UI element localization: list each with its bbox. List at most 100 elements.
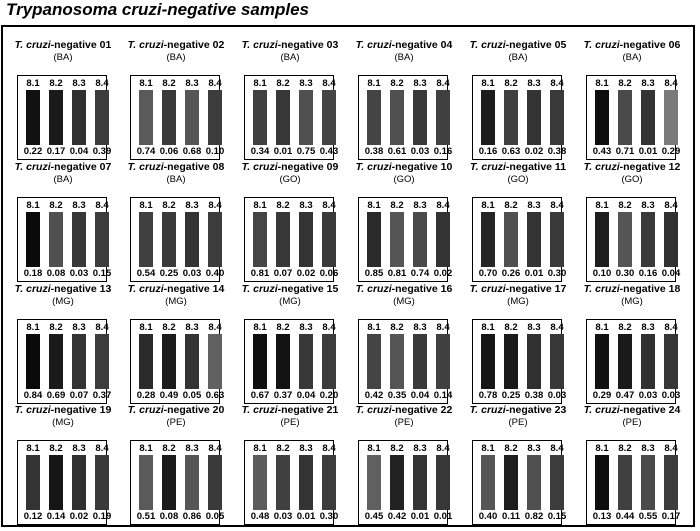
band-value: 0.49 (159, 390, 179, 401)
band-bar (618, 212, 632, 267)
band-bar (299, 334, 313, 389)
band-label: 8.4 (95, 322, 109, 333)
band-label: 8.2 (504, 322, 518, 333)
band-value: 0.02 (433, 268, 453, 279)
sample-name: T. cruzi-negative 21 (234, 404, 346, 416)
sample-region: (BA) (53, 52, 73, 63)
band-label: 8.4 (322, 200, 336, 211)
band-label: 8.3 (185, 322, 199, 333)
band-value: 0.20 (319, 390, 339, 401)
band-value: 0.42 (387, 511, 407, 522)
sample-panel: T. cruzi-negative 08 (BA) 8.1 0.54 8.2 0.25 8.… (120, 161, 232, 283)
band-bar (527, 90, 541, 145)
sample-name: T. cruzi-negative 01 (7, 39, 119, 51)
test-strip: 8.1 0.51 8.2 0.08 8.3 0.86 8.4 0.05 (130, 440, 224, 525)
band-bar (550, 90, 564, 145)
band-label: 8.1 (367, 78, 381, 89)
band-bar (72, 334, 86, 389)
band-bar (95, 334, 109, 389)
sample-region: (MG) (621, 296, 643, 307)
band-value: 0.38 (547, 146, 567, 157)
band-label: 8.4 (208, 322, 222, 333)
band-bar (390, 334, 404, 389)
band-label: 8.4 (664, 200, 678, 211)
sample-panel: T. cruzi-negative 16 (MG) 8.1 0.42 8.2 0.35 8.… (348, 283, 460, 405)
sample-name: T. cruzi-negative 12 (576, 161, 688, 173)
band-bar (504, 90, 518, 145)
band-bar (208, 334, 222, 389)
band-label: 8.2 (390, 78, 404, 89)
band-label: 8.3 (413, 78, 427, 89)
band-label: 8.1 (26, 200, 40, 211)
band-label: 8.4 (550, 200, 564, 211)
band-bar (481, 334, 495, 389)
band-value: 0.02 (296, 268, 316, 279)
band-value: 0.01 (273, 146, 293, 157)
band-value: 0.34 (250, 146, 270, 157)
band-label: 8.2 (390, 200, 404, 211)
sample-region: (GO) (393, 174, 415, 185)
band-bar (481, 455, 495, 510)
band-bar (595, 212, 609, 267)
band-value: 0.84 (23, 390, 43, 401)
band-label: 8.2 (49, 78, 63, 89)
sample-name-species: T. cruzi (469, 39, 506, 51)
test-strip: 8.1 0.40 8.2 0.11 8.3 0.82 8.4 0.15 (472, 440, 566, 525)
band-value: 0.81 (387, 268, 407, 279)
sample-panel: T. cruzi-negative 11 (GO) 8.1 0.70 8.2 0.26 8.… (462, 161, 574, 283)
band-bar (276, 334, 290, 389)
band-label: 8.2 (618, 200, 632, 211)
band-value: 0.82 (524, 511, 544, 522)
band-value: 0.08 (46, 268, 66, 279)
band-label: 8.4 (208, 200, 222, 211)
band-label: 8.2 (504, 200, 518, 211)
band-bar (208, 455, 222, 510)
band-value: 0.18 (23, 268, 43, 279)
band-bar (436, 90, 450, 145)
band-label: 8.3 (413, 443, 427, 454)
band-label: 8.2 (162, 200, 176, 211)
band-value: 0.42 (364, 390, 384, 401)
band-value: 0.12 (23, 511, 43, 522)
sample-name: T. cruzi-negative 17 (462, 283, 574, 295)
band-value: 0.15 (92, 268, 112, 279)
band-label: 8.1 (26, 78, 40, 89)
sample-region: (MG) (279, 296, 301, 307)
band-label: 8.3 (299, 78, 313, 89)
band-bar (185, 455, 199, 510)
sample-panel: T. cruzi-negative 03 (BA) 8.1 0.34 8.2 0.01 8.… (234, 39, 346, 161)
sample-region: (BA) (166, 52, 186, 63)
sample-name: T. cruzi-negative 11 (462, 161, 574, 173)
band-label: 8.3 (641, 200, 655, 211)
band-bar (413, 212, 427, 267)
band-value: 0.63 (205, 390, 225, 401)
band-value: 0.30 (547, 268, 567, 279)
band-bar (664, 90, 678, 145)
test-strip: 8.1 0.48 8.2 0.03 8.3 0.01 8.4 0.30 (244, 440, 338, 525)
test-strip: 8.1 0.67 8.2 0.37 8.3 0.04 8.4 0.20 (244, 319, 338, 404)
band-value: 0.71 (615, 146, 635, 157)
band-bar (527, 455, 541, 510)
sample-panel: T. cruzi-negative 15 (MG) 8.1 0.67 8.2 0.37 8.… (234, 283, 346, 405)
band-bar (436, 334, 450, 389)
band-bar (139, 212, 153, 267)
sample-name: T. cruzi-negative 16 (348, 283, 460, 295)
band-bar (208, 212, 222, 267)
sample-name-species: T. cruzi (241, 39, 278, 51)
band-value: 0.11 (502, 511, 520, 522)
band-value: 0.03 (273, 511, 293, 522)
band-value: 0.01 (524, 268, 544, 279)
band-value: 0.03 (638, 390, 658, 401)
band-value: 0.04 (661, 268, 681, 279)
band-label: 8.4 (664, 443, 678, 454)
sample-panel: T. cruzi-negative 19 (MG) 8.1 0.12 8.2 0.14 8.… (7, 404, 119, 526)
sample-name-species: T. cruzi (583, 404, 620, 416)
sample-panel: T. cruzi-negative 12 (GO) 8.1 0.10 8.2 0.30 8.… (576, 161, 688, 283)
band-value: 0.03 (661, 390, 681, 401)
sample-name-rest: -negative 17 (505, 283, 567, 295)
band-bar (618, 334, 632, 389)
band-label: 8.4 (95, 78, 109, 89)
sample-panel: T. cruzi-negative 02 (BA) 8.1 0.74 8.2 0.06 8.… (120, 39, 232, 161)
test-strip: 8.1 0.34 8.2 0.01 8.3 0.75 8.4 0.43 (244, 75, 338, 160)
band-bar (481, 90, 495, 145)
